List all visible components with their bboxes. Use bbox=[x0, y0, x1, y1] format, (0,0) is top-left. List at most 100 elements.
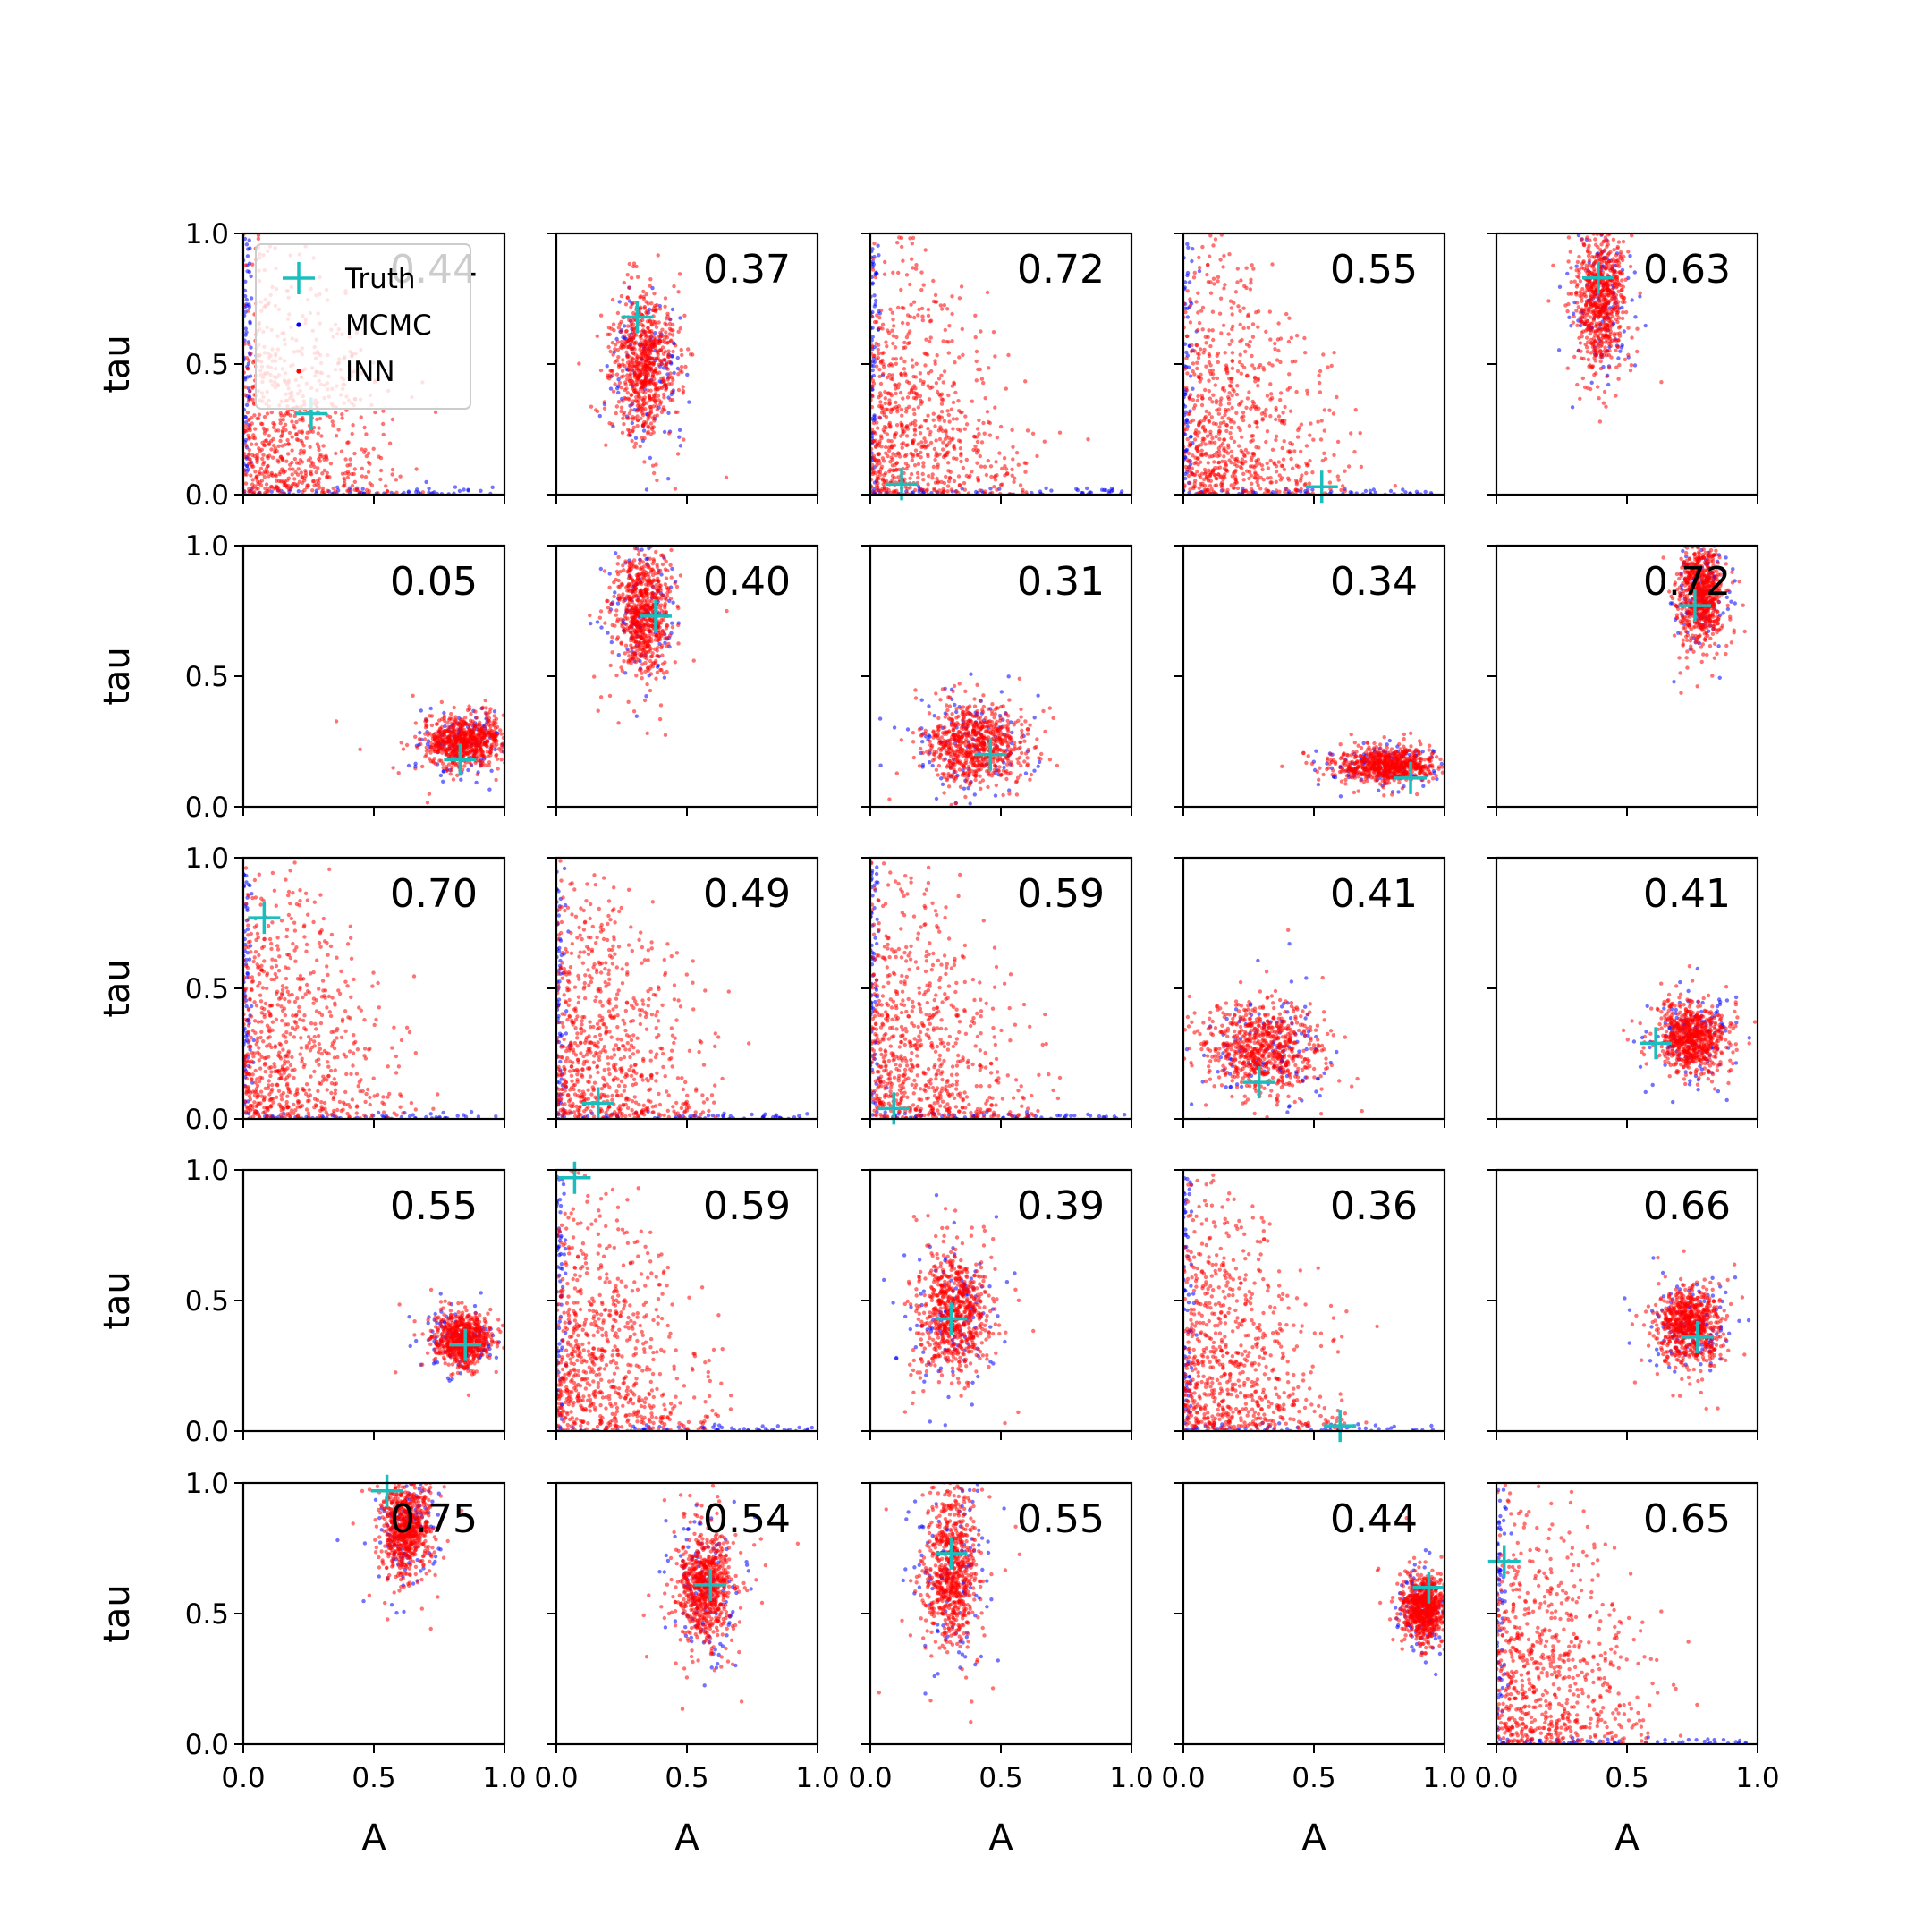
inn-sample bbox=[1659, 380, 1664, 385]
inn-sample bbox=[1196, 327, 1200, 333]
inn-sample bbox=[272, 487, 276, 491]
inn-sample bbox=[640, 424, 646, 428]
inn-sample bbox=[1282, 467, 1287, 472]
inn-sample bbox=[904, 273, 910, 277]
inn-sample bbox=[622, 421, 626, 427]
inn-sample bbox=[595, 409, 600, 414]
inn-sample bbox=[1249, 473, 1254, 478]
mcmc-sample bbox=[1567, 315, 1572, 319]
inn-sample bbox=[1230, 454, 1234, 459]
inn-sample bbox=[1303, 351, 1308, 355]
mcmc-sample bbox=[249, 274, 253, 279]
inn-sample bbox=[255, 458, 259, 462]
inn-sample bbox=[629, 408, 633, 412]
inn-sample bbox=[333, 489, 338, 494]
inn-sample bbox=[1254, 463, 1258, 468]
mcmc-sample bbox=[1620, 267, 1625, 273]
inn-sample bbox=[1608, 320, 1613, 325]
inn-sample bbox=[1603, 345, 1607, 350]
inn-sample bbox=[1607, 263, 1612, 268]
inn-sample bbox=[264, 467, 268, 471]
inn-sample bbox=[1216, 460, 1221, 465]
inn-sample bbox=[1230, 376, 1234, 381]
inn-sample bbox=[1274, 417, 1278, 422]
inn-sample bbox=[913, 375, 919, 379]
inn-sample bbox=[1235, 267, 1241, 271]
inn-sample bbox=[656, 253, 660, 258]
mcmc-sample bbox=[1578, 323, 1583, 328]
inn-sample bbox=[666, 360, 672, 364]
inn-sample bbox=[986, 419, 991, 425]
inn-sample bbox=[894, 468, 899, 472]
inn-sample bbox=[1208, 343, 1213, 349]
inn-sample bbox=[901, 431, 905, 436]
inn-sample bbox=[300, 480, 305, 485]
inn-sample bbox=[1616, 344, 1621, 349]
mcmc-sample bbox=[1187, 280, 1192, 284]
inn-sample bbox=[1042, 439, 1047, 444]
inn-sample bbox=[627, 333, 631, 337]
mcmc-sample bbox=[244, 242, 250, 247]
inn-sample bbox=[1290, 360, 1295, 364]
mcmc-sample bbox=[443, 724, 447, 729]
inn-sample bbox=[1203, 470, 1208, 475]
mcmc-sample bbox=[872, 360, 877, 365]
inn-sample bbox=[1612, 331, 1617, 336]
inn-sample bbox=[945, 307, 950, 311]
inn-sample bbox=[1305, 392, 1310, 396]
mcmc-sample bbox=[1630, 298, 1634, 302]
inn-sample bbox=[940, 428, 945, 433]
inn-sample bbox=[623, 395, 627, 401]
inn-sample bbox=[1208, 396, 1213, 401]
inn-sample bbox=[926, 443, 931, 448]
inn-sample bbox=[1000, 466, 1004, 471]
inn-sample bbox=[1598, 351, 1603, 356]
inn-sample bbox=[629, 324, 633, 328]
inn-sample bbox=[883, 401, 887, 406]
inn-sample bbox=[1566, 235, 1572, 240]
inn-sample bbox=[664, 363, 668, 369]
inn-sample bbox=[1235, 280, 1240, 284]
inn-sample bbox=[912, 433, 918, 437]
inn-sample bbox=[255, 453, 259, 457]
inn-sample bbox=[247, 447, 251, 453]
inn-sample bbox=[896, 386, 901, 390]
inn-sample bbox=[884, 340, 888, 344]
inn-sample bbox=[998, 483, 1004, 487]
inn-sample bbox=[1016, 462, 1021, 467]
inn-sample bbox=[444, 752, 448, 757]
inn-sample bbox=[954, 417, 960, 421]
mcmc-sample bbox=[1620, 305, 1624, 310]
inn-sample bbox=[1630, 335, 1634, 340]
inn-sample bbox=[414, 467, 419, 471]
inn-sample bbox=[1565, 309, 1570, 314]
inn-sample bbox=[367, 489, 372, 494]
inn-sample bbox=[1204, 475, 1209, 479]
inn-sample bbox=[952, 380, 956, 385]
inn-sample bbox=[908, 329, 912, 334]
inn-sample bbox=[891, 318, 895, 322]
inn-sample bbox=[1320, 458, 1326, 463]
inn-sample bbox=[1274, 464, 1279, 469]
mcmc-sample bbox=[873, 298, 878, 303]
inn-sample bbox=[462, 727, 467, 733]
inn-sample bbox=[979, 464, 984, 469]
inn-sample bbox=[925, 487, 929, 492]
inn-sample bbox=[267, 453, 272, 458]
mcmc-sample bbox=[492, 709, 497, 714]
inn-sample bbox=[648, 277, 653, 282]
inn-sample bbox=[483, 741, 487, 745]
inn-sample bbox=[1609, 323, 1614, 328]
inn-sample bbox=[364, 453, 369, 459]
inn-sample bbox=[342, 476, 346, 480]
inn-sample bbox=[888, 468, 893, 472]
inn-sample bbox=[919, 306, 925, 311]
inn-sample bbox=[646, 417, 650, 421]
inn-sample bbox=[466, 749, 470, 753]
inn-sample bbox=[905, 341, 911, 346]
inn-sample bbox=[1227, 391, 1232, 395]
inn-sample bbox=[317, 486, 321, 490]
inn-sample bbox=[911, 439, 915, 445]
inn-sample bbox=[871, 420, 877, 426]
inn-sample bbox=[636, 394, 641, 399]
